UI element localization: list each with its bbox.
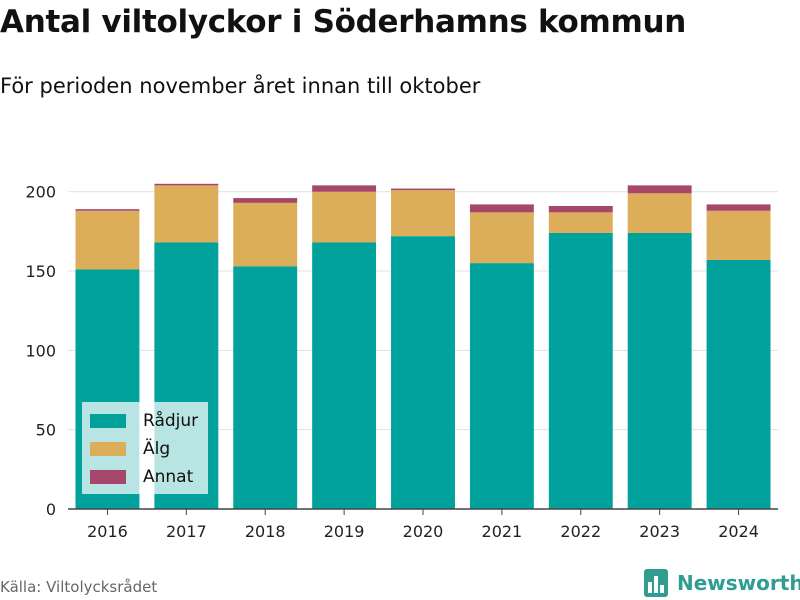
legend: Rådjur Älg Annat xyxy=(82,402,208,494)
chart-subtitle: För perioden november året innan till ok… xyxy=(0,74,481,98)
legend-label-annat: Annat xyxy=(143,467,194,487)
legend-item-annat[interactable]: Annat xyxy=(90,466,193,488)
x-tick-label-2021: 2021 xyxy=(482,522,523,541)
legend-swatch-annat xyxy=(90,470,126,484)
x-tick-label-2024: 2024 xyxy=(718,522,759,541)
y-tick-label-0: 0 xyxy=(46,500,56,519)
bar-2023-rdjur xyxy=(627,232,692,510)
legend-label-radjur: Rådjur xyxy=(143,411,199,431)
bar-2022-rdjur xyxy=(548,232,613,510)
y-tick-label-200: 200 xyxy=(25,183,56,202)
x-tick-label-2022: 2022 xyxy=(560,522,601,541)
x-tick-label-2016: 2016 xyxy=(87,522,128,541)
chart-title: Antal viltolyckor i Söderhamns kommun xyxy=(0,4,687,40)
bar-2019-lg xyxy=(312,191,377,243)
x-tick-label-2018: 2018 xyxy=(245,522,286,541)
y-tick-label-100: 100 xyxy=(25,341,56,360)
bar-2017-annat xyxy=(154,183,219,186)
brand-name: Newsworthy xyxy=(677,571,800,595)
bar-2016-lg xyxy=(75,210,140,270)
bar-2018-rdjur xyxy=(233,266,298,509)
bar-chart-icon xyxy=(644,569,668,597)
bar-2023-lg xyxy=(627,193,692,233)
legend-swatch-radjur xyxy=(90,414,126,428)
bar-2024-lg xyxy=(706,210,771,260)
legend-item-radjur[interactable]: Rådjur xyxy=(90,410,198,432)
bar-2021-lg xyxy=(469,212,534,264)
legend-label-alg: Älg xyxy=(143,439,171,459)
bar-2023-annat xyxy=(627,185,692,194)
legend-swatch-alg xyxy=(90,442,126,456)
bar-2020-lg xyxy=(391,190,455,237)
bar-2018-annat xyxy=(233,198,298,203)
bar-2024-rdjur xyxy=(706,259,771,509)
y-tick-label-50: 50 xyxy=(36,421,56,440)
x-tick-label-2023: 2023 xyxy=(639,522,680,541)
bar-2018-lg xyxy=(233,202,298,267)
legend-item-alg[interactable]: Älg xyxy=(90,438,170,460)
x-tick-label-2020: 2020 xyxy=(403,522,444,541)
source-note: Källa: Viltolycksrådet xyxy=(0,578,158,596)
bar-2021-rdjur xyxy=(469,263,534,509)
bar-2020-rdjur xyxy=(391,236,455,510)
bar-2019-annat xyxy=(312,185,377,192)
bar-2022-lg xyxy=(548,212,613,233)
bar-2019-rdjur xyxy=(312,242,377,509)
bar-2020-annat xyxy=(391,188,455,191)
bar-2022-annat xyxy=(548,206,613,213)
brand-logo[interactable]: Newsworthy xyxy=(643,566,800,600)
x-tick-label-2019: 2019 xyxy=(324,522,365,541)
bar-2016-annat xyxy=(75,209,140,211)
x-tick-label-2017: 2017 xyxy=(166,522,207,541)
bar-2024-annat xyxy=(706,204,771,211)
bar-2017-lg xyxy=(154,185,219,243)
y-tick-label-150: 150 xyxy=(25,262,56,281)
bar-2021-annat xyxy=(469,204,534,213)
